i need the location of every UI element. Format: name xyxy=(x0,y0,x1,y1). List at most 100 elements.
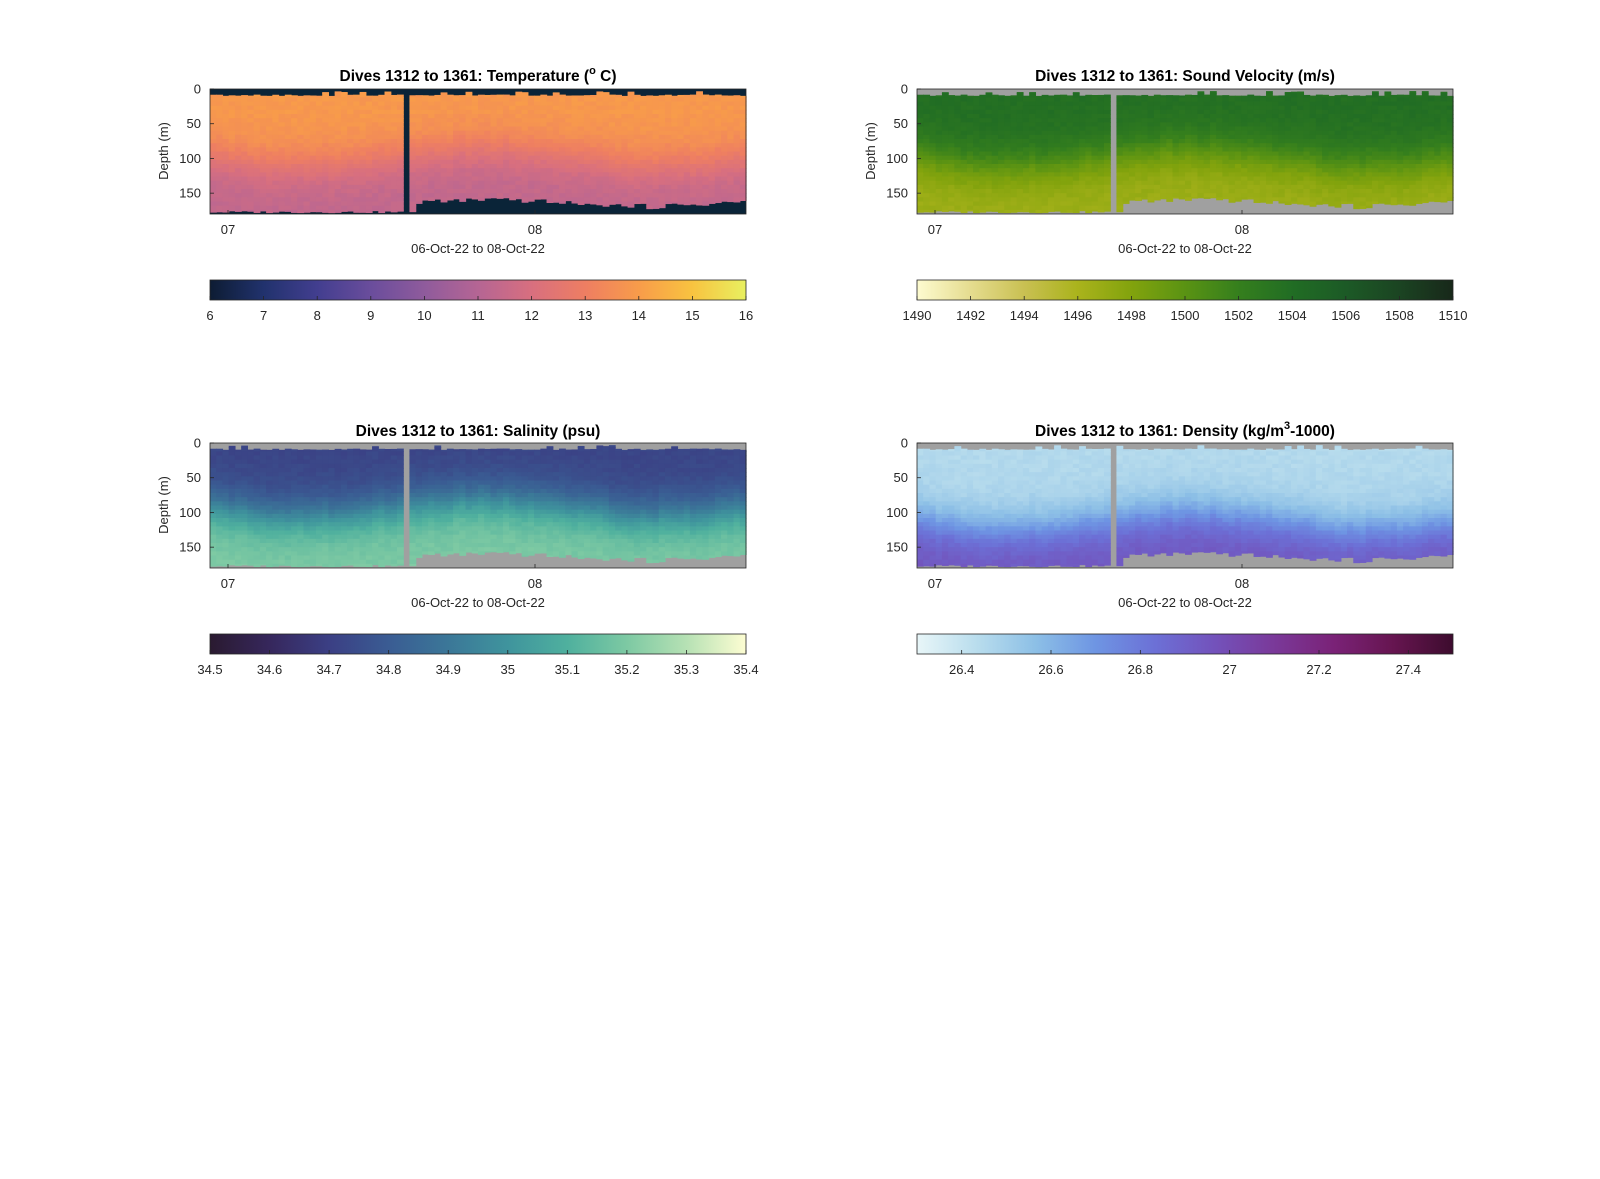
heatmap-cell xyxy=(1066,143,1074,148)
heatmap-cell xyxy=(696,93,703,98)
heatmap-cell xyxy=(1178,118,1186,123)
heatmap-cell xyxy=(1234,159,1242,165)
colorbar-tick-label: 12 xyxy=(524,308,538,323)
heatmap-cell xyxy=(1409,93,1417,98)
heatmap-cell xyxy=(973,168,980,173)
heatmap-cell xyxy=(1315,184,1323,190)
heatmap-cell xyxy=(966,201,974,207)
heatmap-cell xyxy=(1428,139,1435,144)
heatmap-cell xyxy=(1135,139,1142,144)
heatmap-cell xyxy=(627,139,635,144)
heatmap-cell xyxy=(359,118,367,123)
heatmap-cell xyxy=(590,94,598,98)
heatmap-cell xyxy=(1128,168,1136,173)
heatmap-cell xyxy=(590,122,598,128)
heatmap-cell xyxy=(502,176,510,182)
heatmap-cell xyxy=(1103,193,1111,198)
heatmap-cell xyxy=(1172,95,1180,98)
heatmap-cell xyxy=(615,94,622,98)
heatmap-cell xyxy=(409,168,417,173)
heatmap-cell xyxy=(615,126,622,132)
heatmap-cell xyxy=(1322,105,1329,111)
heatmap-cell xyxy=(602,151,610,157)
heatmap-cell xyxy=(322,189,330,194)
heatmap-cell xyxy=(453,134,460,140)
heatmap-cell xyxy=(627,180,635,186)
colorbar-temperature: 6 7 8 9 10 11 12 13 14 15 16 xyxy=(206,279,753,323)
heatmap-cell xyxy=(1197,197,1205,199)
heatmap-cell xyxy=(1328,95,1336,98)
heatmap-cell xyxy=(708,176,716,182)
heatmap-cell xyxy=(216,109,224,115)
heatmap-cell xyxy=(478,130,485,136)
heatmap-cell xyxy=(991,209,999,212)
heatmap-cell xyxy=(1334,97,1342,103)
heatmap-cell xyxy=(1135,126,1142,132)
heatmap-cell xyxy=(1359,193,1367,198)
heatmap-cell xyxy=(315,105,323,111)
heatmap-cell xyxy=(1122,122,1130,128)
heatmap-cell xyxy=(216,151,224,157)
heatmap-cell xyxy=(1054,151,1061,157)
heatmap-cell xyxy=(272,101,280,107)
heatmap-cell xyxy=(998,105,1005,111)
heatmap-cell xyxy=(671,109,679,115)
heatmap-column xyxy=(1141,94,1149,200)
heatmap-cell xyxy=(1241,143,1248,148)
heatmap-cell xyxy=(347,168,354,173)
heatmap-cell xyxy=(228,118,236,123)
heatmap-cell xyxy=(1403,172,1410,178)
heatmap-cell xyxy=(1340,118,1348,123)
heatmap-cell xyxy=(1147,164,1155,169)
heatmap-cell xyxy=(359,130,367,136)
heatmap-cell xyxy=(365,155,373,161)
heatmap-cell xyxy=(1197,176,1205,182)
heatmap-cell xyxy=(1421,197,1429,203)
heatmap-cell xyxy=(334,155,342,161)
heatmap-cell xyxy=(278,176,286,182)
heatmap-cell xyxy=(1428,134,1435,140)
heatmap-cell xyxy=(559,134,566,140)
heatmap-cell xyxy=(923,122,931,128)
heatmap-cell xyxy=(390,151,398,157)
heatmap-cell xyxy=(284,118,292,123)
heatmap-cell xyxy=(434,176,442,182)
heatmap-cell xyxy=(1309,109,1317,115)
heatmap-cell xyxy=(1403,201,1410,206)
heatmap-cell xyxy=(1035,130,1043,136)
heatmap-cell xyxy=(552,93,560,98)
heatmap-cell xyxy=(210,184,217,190)
heatmap-cell xyxy=(1328,172,1336,178)
heatmap-column xyxy=(1153,94,1161,201)
heatmap-cell xyxy=(991,155,999,161)
heatmap-cell xyxy=(340,105,348,111)
heatmap-cell xyxy=(1004,180,1012,186)
heatmap-cell xyxy=(1079,101,1086,107)
heatmap-cell xyxy=(210,448,217,452)
heatmap-cell xyxy=(1122,159,1130,165)
heatmap-cell xyxy=(935,134,943,140)
heatmap-cell xyxy=(646,147,654,153)
heatmap-cell xyxy=(1103,180,1111,186)
heatmap-cell xyxy=(347,122,354,128)
heatmap-cell xyxy=(652,184,660,190)
heatmap-cell xyxy=(409,105,417,111)
heatmap-cell xyxy=(683,168,691,173)
heatmap-cell xyxy=(1446,168,1454,173)
heatmap-cell xyxy=(1378,155,1386,161)
heatmap-cell xyxy=(1153,114,1161,119)
heatmap-cell xyxy=(291,172,298,178)
heatmap-cell xyxy=(973,201,980,207)
heatmap-cell xyxy=(1371,122,1379,128)
heatmap-cell xyxy=(334,109,342,115)
heatmap-cell xyxy=(1415,197,1423,203)
heatmap-column xyxy=(590,94,598,205)
heatmap-cell xyxy=(973,155,980,161)
heatmap-cell xyxy=(222,205,230,211)
heatmap-cell xyxy=(1203,97,1211,103)
heatmap-cell xyxy=(490,101,498,107)
heatmap-cell xyxy=(552,105,560,111)
heatmap-cell xyxy=(966,209,974,212)
heatmap-cell xyxy=(1272,143,1280,148)
heatmap-cell xyxy=(1128,118,1136,123)
